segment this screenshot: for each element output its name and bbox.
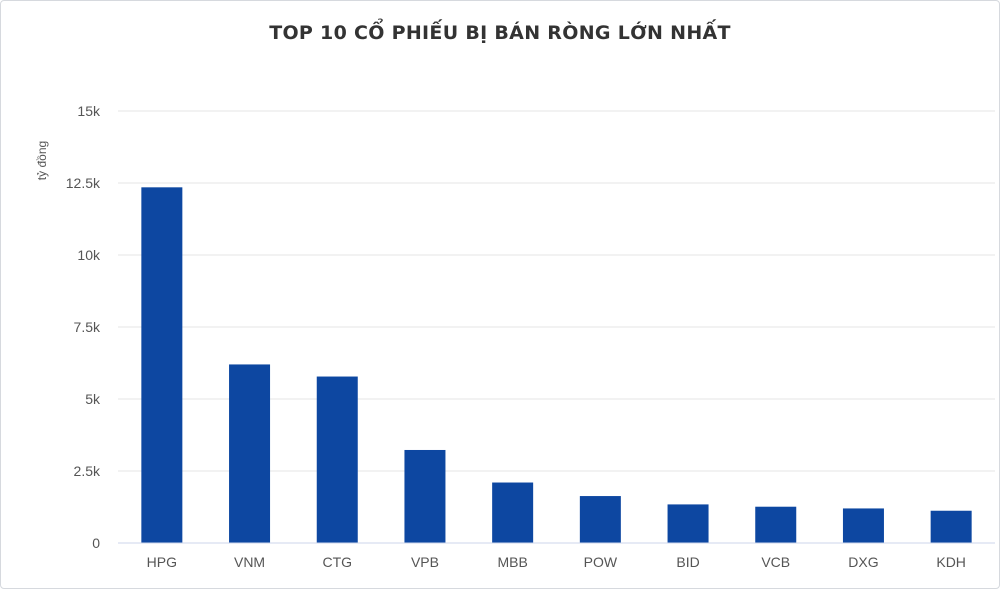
x-tick-label: POW	[584, 554, 618, 570]
x-tick-label: VCB	[761, 554, 790, 570]
y-tick-label: 10k	[77, 247, 101, 263]
chart-title: TOP 10 CỔ PHIẾU BỊ BÁN RÒNG LỚN NHẤT	[269, 22, 731, 44]
x-tick-label: BID	[676, 554, 699, 570]
y-tick-label: 12.5k	[66, 175, 101, 191]
x-tick-label: MBB	[497, 554, 527, 570]
bar-ctg[interactable]	[316, 376, 358, 543]
x-axis-ticks: HPG VNM CTG VPB MBB POW BID VCB DXG KDH	[147, 554, 966, 570]
bar-dxg[interactable]	[842, 508, 884, 543]
y-tick-label: 15k	[77, 103, 101, 119]
bar-vcb[interactable]	[755, 506, 797, 543]
y-axis-ticks: 0 2.5k 5k 7.5k 10k 12.5k 15k	[66, 103, 101, 551]
x-tick-label: CTG	[322, 554, 352, 570]
bar-mbb[interactable]	[492, 482, 534, 543]
bar-kdh[interactable]	[930, 510, 972, 543]
x-tick-label: HPG	[147, 554, 177, 570]
bar-pow[interactable]	[579, 496, 621, 543]
y-tick-label: 2.5k	[74, 463, 101, 479]
bar-vpb[interactable]	[404, 449, 446, 543]
bar-hpg[interactable]	[141, 187, 183, 543]
y-tick-label: 7.5k	[74, 319, 101, 335]
y-tick-label: 0	[92, 535, 100, 551]
bar-bid[interactable]	[667, 504, 709, 543]
x-tick-label: VPB	[411, 554, 439, 570]
y-axis-title: tỷ đồng	[35, 141, 49, 180]
bar-vnm[interactable]	[229, 364, 271, 543]
x-tick-label: KDH	[936, 554, 966, 570]
bars	[141, 187, 972, 543]
x-tick-label: DXG	[848, 554, 878, 570]
y-tick-label: 5k	[85, 391, 101, 407]
x-tick-label: VNM	[234, 554, 265, 570]
